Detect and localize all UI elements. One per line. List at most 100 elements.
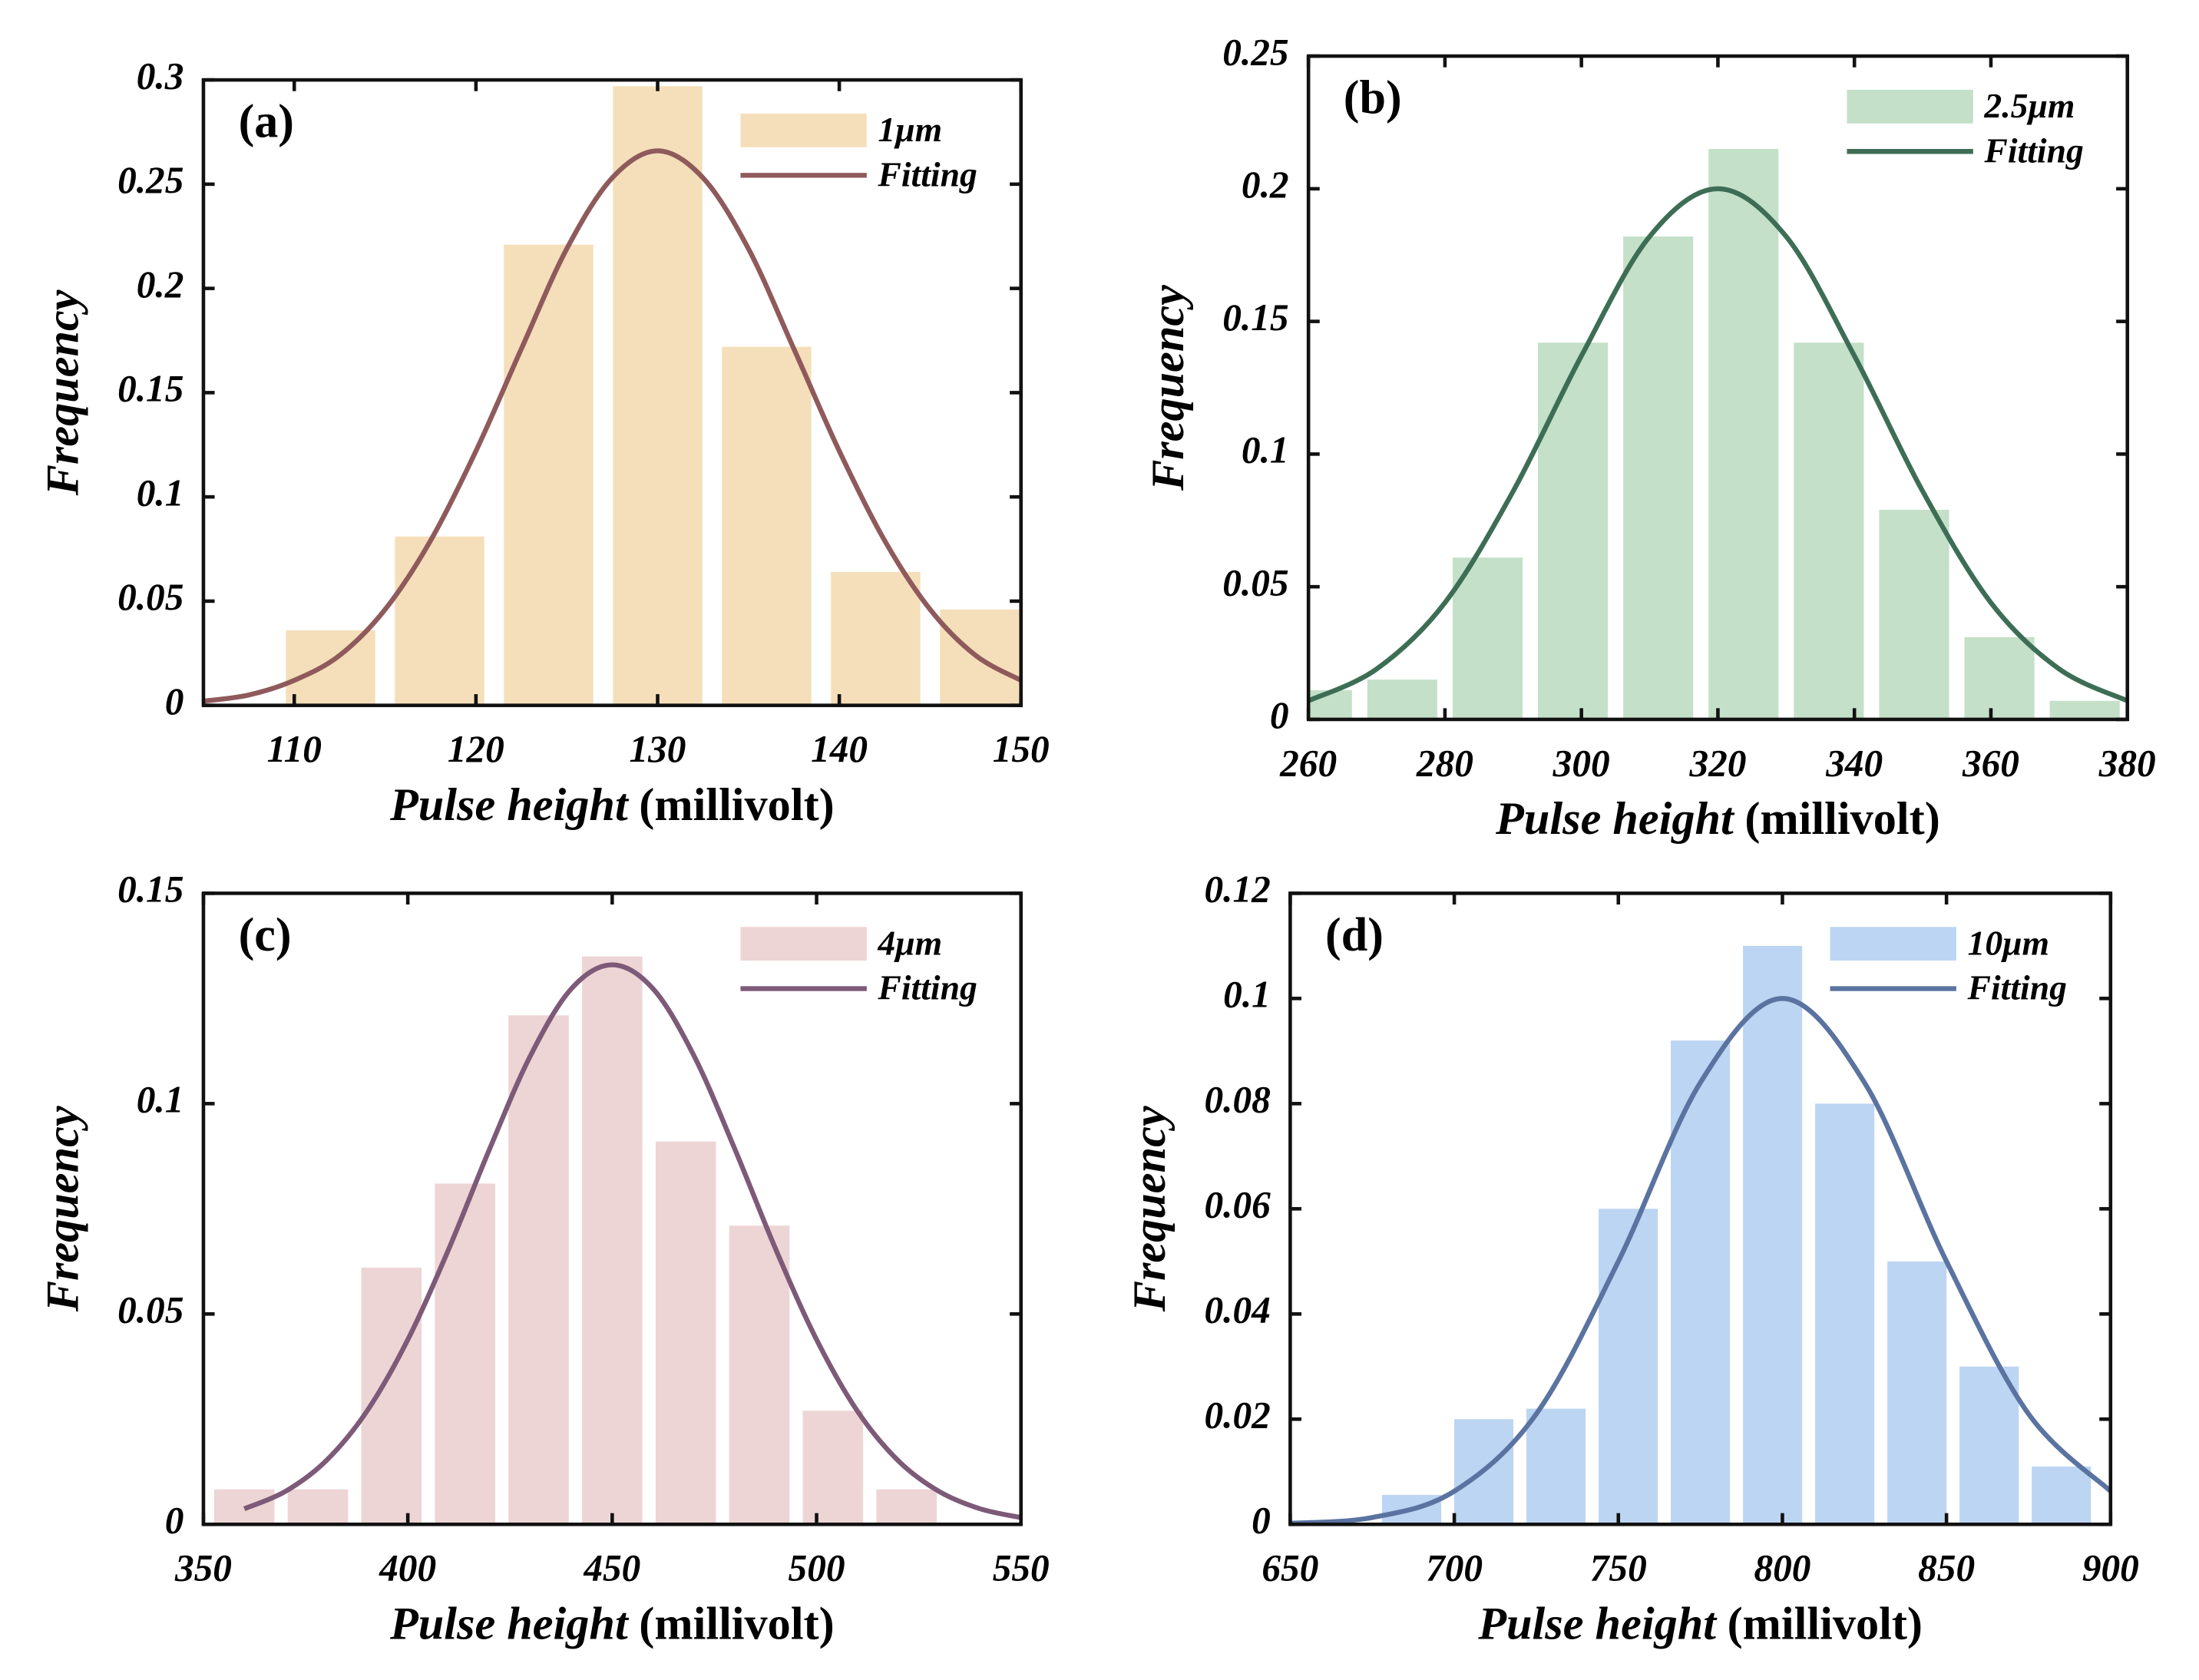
bar — [1879, 509, 1949, 719]
legend-label: Fitting — [877, 968, 977, 1007]
legend-label: Fitting — [1983, 131, 2083, 170]
panel-label: (a) — [239, 96, 294, 148]
x-tick-label: 900 — [2082, 1547, 2139, 1589]
bar — [729, 1225, 790, 1525]
legend-label: Fitting — [1967, 968, 2067, 1007]
y-tick-label: 0.05 — [117, 1289, 184, 1331]
x-tick-label: 320 — [1688, 742, 1746, 784]
legend-swatch — [1847, 89, 1973, 124]
bar — [2049, 700, 2120, 719]
y-tick-label: 0.06 — [1205, 1184, 1271, 1226]
y-tick-label: 0.2 — [1242, 164, 1289, 206]
y-tick-label: 0.15 — [1222, 296, 1288, 339]
y-tick-label: 0.15 — [117, 868, 184, 911]
plot-area — [1308, 148, 2128, 719]
x-tick-label: 110 — [267, 728, 322, 770]
y-axis-label: Frequency — [38, 1106, 89, 1312]
fit-curve — [1308, 186, 2128, 703]
x-tick-label: 150 — [993, 728, 1050, 770]
plot-area — [213, 956, 1021, 1525]
fit-curve — [1290, 996, 2111, 1525]
y-tick-label: 0 — [1252, 1500, 1271, 1542]
x-tick-label: 380 — [2098, 742, 2156, 784]
bar — [1526, 1408, 1586, 1525]
panel-label: (c) — [239, 909, 292, 961]
x-tick-label: 350 — [174, 1547, 232, 1589]
plot-area — [1290, 945, 2111, 1525]
y-tick-label: 0.1 — [1223, 974, 1271, 1016]
x-tick-label: 450 — [583, 1547, 640, 1589]
y-tick-label: 0.02 — [1205, 1394, 1271, 1437]
bar — [613, 86, 703, 706]
x-tick-label: 400 — [379, 1547, 436, 1589]
x-axis-unit: (millivolt) — [1728, 1598, 1923, 1649]
y-axis-label: Frequency — [1124, 1106, 1176, 1312]
bar — [504, 244, 594, 706]
panel-label: (b) — [1344, 72, 1402, 124]
x-axis-label: Pulse height (millivolt) — [389, 1598, 835, 1649]
x-tick-label: 140 — [811, 728, 868, 770]
bar — [1671, 1040, 1731, 1525]
x-tick-label: 280 — [1416, 742, 1473, 784]
y-tick-label: 0.04 — [1205, 1289, 1271, 1331]
x-tick-label: 800 — [1754, 1547, 1810, 1589]
bar — [286, 630, 375, 706]
panel-1: 0 0.05 0.1 0.15 0.2 0.25 260 280 300 320 340 360 380… — [1142, 31, 2156, 845]
bar — [287, 1489, 349, 1525]
y-tick-label: 0.08 — [1205, 1079, 1271, 1121]
x-axis-label: Pulse height (millivolt) — [1495, 793, 1940, 845]
x-tick-label: 260 — [1279, 742, 1337, 784]
y-tick-label: 0.12 — [1205, 868, 1271, 911]
x-tick-label: 850 — [1918, 1547, 1975, 1589]
x-tick-label: 340 — [1825, 742, 1883, 784]
x-axis-unit: (millivolt) — [639, 1598, 834, 1649]
y-tick-label: 0.1 — [137, 471, 184, 514]
y-tick-label: 0.05 — [1222, 561, 1288, 604]
x-tick-label: 360 — [1962, 742, 2019, 784]
x-axis-unit: (millivolt) — [1744, 793, 1939, 845]
x-axis-label: Pulse height (millivolt) — [1477, 1598, 1923, 1649]
bar — [1538, 342, 1609, 719]
y-axis-label: Frequency — [1142, 285, 1194, 491]
y-tick-label: 0.3 — [137, 55, 184, 97]
y-tick-label: 0.15 — [117, 368, 184, 410]
x-tick-label: 700 — [1426, 1547, 1483, 1589]
y-tick-label: 0 — [165, 1500, 184, 1542]
bar — [722, 346, 812, 706]
bar — [1815, 1103, 1875, 1525]
bar — [831, 571, 921, 706]
bar — [940, 609, 1021, 706]
legend-label: Fitting — [877, 154, 977, 193]
bar — [876, 1489, 937, 1525]
y-tick-label: 0.05 — [117, 576, 184, 618]
x-axis-name: Pulse height — [1477, 1598, 1718, 1649]
bar — [508, 1015, 569, 1525]
panel-label: (d) — [1325, 909, 1384, 961]
bar — [1367, 680, 1437, 719]
x-axis-unit: (millivolt) — [639, 779, 834, 831]
bar — [1452, 557, 1523, 719]
legend-label: 2.5μm — [1983, 86, 2075, 125]
y-tick-label: 0.25 — [117, 159, 184, 201]
bar — [1964, 637, 2035, 719]
bar — [1794, 342, 1864, 719]
legend-swatch — [740, 927, 867, 961]
plot-area — [203, 86, 1021, 706]
bar — [802, 1410, 864, 1525]
x-tick-label: 500 — [789, 1547, 845, 1589]
bar — [1708, 148, 1779, 719]
fit-curve — [243, 962, 1021, 1520]
x-tick-label: 130 — [630, 728, 686, 770]
bar — [361, 1268, 422, 1525]
x-tick-label: 550 — [993, 1547, 1050, 1589]
legend-label: 4μm — [877, 923, 942, 962]
y-tick-label: 0 — [165, 680, 184, 723]
bar — [1308, 690, 1352, 719]
bar — [1623, 236, 1694, 719]
x-axis-name: Pulse height — [389, 779, 630, 831]
y-tick-label: 0.25 — [1222, 31, 1288, 73]
bar — [435, 1183, 495, 1525]
y-tick-label: 0.2 — [137, 263, 184, 306]
